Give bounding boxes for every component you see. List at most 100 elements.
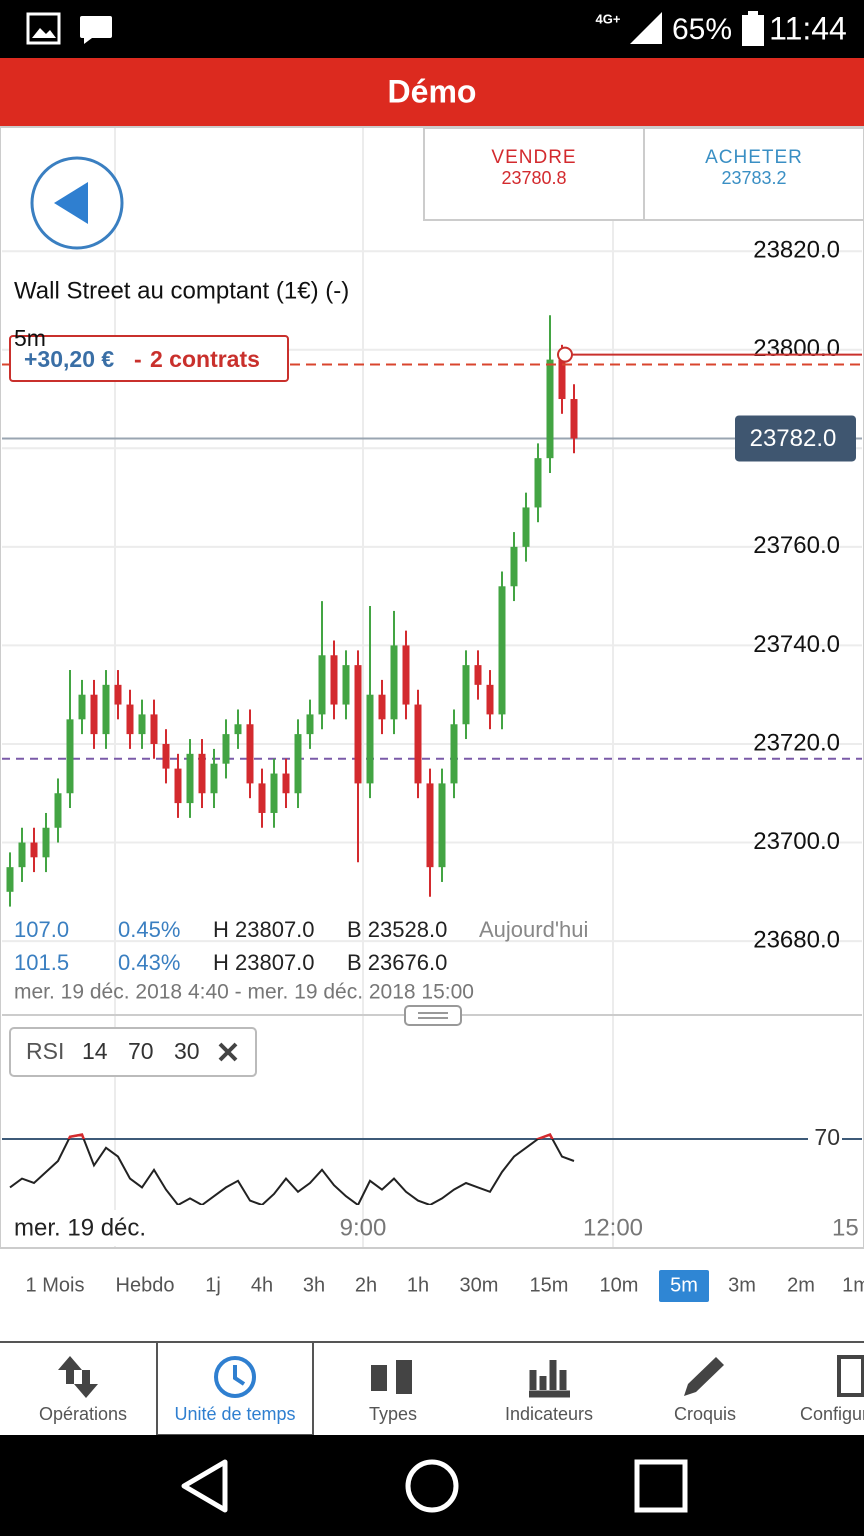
- nav-home[interactable]: [405, 1459, 459, 1513]
- candle-body: [522, 507, 530, 547]
- candle-body: [498, 586, 506, 715]
- timeframe[interactable]: Hebdo: [116, 1274, 175, 1296]
- position-contracts: 2 contrats: [150, 346, 260, 372]
- timeframe[interactable]: 1m: [842, 1274, 864, 1296]
- y-tick-label: 23820.0: [753, 237, 840, 264]
- timeframe[interactable]: 30m: [460, 1274, 499, 1296]
- buy-price: 23783.2: [721, 168, 786, 188]
- types-icon: [396, 1360, 412, 1394]
- candle-body: [450, 724, 458, 784]
- battery-icon: [742, 15, 764, 46]
- stat: B 23676.0: [347, 950, 447, 975]
- timeframe[interactable]: 15m: [530, 1274, 569, 1296]
- candle-body: [102, 684, 110, 735]
- timeframe[interactable]: 2h: [355, 1274, 377, 1296]
- candle-body: [138, 714, 146, 735]
- y-tick-label: 23760.0: [753, 532, 840, 559]
- current-price-label: 23782.0: [750, 425, 837, 452]
- tab-label[interactable]: Unité de temps: [174, 1404, 295, 1424]
- message-icon: [80, 16, 112, 38]
- tab-label[interactable]: Configuration: [800, 1404, 864, 1424]
- battery-tip: [748, 11, 758, 16]
- operations-icon: [58, 1356, 98, 1398]
- rsi-tick-label: 70: [814, 1124, 840, 1150]
- time-label: 12:00: [583, 1214, 643, 1241]
- status-bar: [0, 0, 864, 58]
- timeframe[interactable]: 3h: [303, 1274, 325, 1296]
- nav-back[interactable]: [181, 1459, 228, 1513]
- sell-button[interactable]: [423, 127, 645, 221]
- timeframes: 1 Mois Hebdo 1j 4h 3h 2h 1h 30m 15m 10m 5m 3m 2m 1m: [26, 1270, 864, 1302]
- signal-icon: [630, 12, 662, 44]
- header: [0, 58, 864, 127]
- candle-body: [66, 719, 74, 794]
- rsi-close[interactable]: [218, 1042, 238, 1062]
- nav-bar: [0, 1435, 864, 1536]
- indicators-icon: [529, 1360, 570, 1398]
- tab-bar: [0, 1342, 864, 1435]
- rsi-level-label-bg: [808, 1126, 842, 1152]
- current-price-box: [735, 415, 856, 462]
- candle-body: [90, 694, 98, 735]
- candle-body: [474, 665, 482, 685]
- tab-label[interactable]: Opérations: [39, 1404, 127, 1424]
- rsi-badge[interactable]: [9, 1027, 257, 1077]
- candle-body: [570, 399, 578, 439]
- timeframe-label: 5m: [14, 325, 46, 351]
- position-badge[interactable]: [9, 335, 289, 382]
- image-icon: [26, 12, 61, 45]
- time-label-bg: [2, 1210, 170, 1246]
- candle-body: [18, 842, 26, 868]
- candle-body: [30, 842, 38, 858]
- timeframe[interactable]: 10m: [600, 1274, 639, 1296]
- candle-body: [342, 665, 350, 705]
- rsi-param: 30: [174, 1038, 200, 1064]
- nav-recent[interactable]: [634, 1459, 688, 1513]
- stat: 107.0: [14, 917, 69, 942]
- timeframe[interactable]: 3m: [728, 1274, 756, 1296]
- y-tick-label: 23700.0: [753, 828, 840, 855]
- candle-body: [282, 773, 290, 794]
- tab-label[interactable]: Croquis: [674, 1404, 736, 1424]
- candle-body: [234, 724, 242, 735]
- timeframe[interactable]: 1j: [205, 1274, 221, 1296]
- timeframe-bar: [0, 1249, 864, 1342]
- candle-body: [6, 867, 14, 892]
- candle-body: [258, 783, 266, 813]
- candle-body: [486, 684, 494, 715]
- message-tail: [84, 38, 92, 44]
- timeframe[interactable]: 1 Mois: [26, 1274, 85, 1296]
- candle-body: [426, 783, 434, 868]
- timeframe[interactable]: 1h: [407, 1274, 429, 1296]
- buy-button[interactable]: [643, 127, 864, 221]
- pane-handle[interactable]: [404, 1005, 462, 1026]
- candle-body: [162, 743, 170, 769]
- battery-level: 65%: [672, 13, 732, 46]
- stat: B 23528.0: [347, 917, 447, 942]
- timeframe[interactable]: 5m: [670, 1274, 698, 1296]
- clock-icon: [214, 1356, 256, 1398]
- candle-body: [558, 359, 566, 400]
- candle-body: [366, 694, 374, 784]
- timeframe-selected: [659, 1270, 709, 1302]
- stat: H 23807.0: [213, 950, 315, 975]
- candle-body: [246, 724, 254, 784]
- rsi-param: 14: [82, 1038, 108, 1064]
- candle-body: [390, 645, 398, 720]
- timeframe[interactable]: 2m: [787, 1274, 815, 1296]
- network-label: 4G+: [596, 11, 621, 26]
- tab-label[interactable]: Types: [369, 1404, 417, 1424]
- rsi-name: RSI: [26, 1038, 64, 1064]
- rsi-line: [9, 1133, 575, 1205]
- candle-body: [126, 704, 134, 735]
- tabs: Opérations Unité de temps Types Indicateurs…: [39, 1341, 864, 1436]
- candle-body: [378, 694, 386, 720]
- rsi-plot: 70: [2, 1124, 862, 1205]
- candle-body: [42, 827, 50, 858]
- date-range: mer. 19 déc. 2018 4:40 - mer. 19 déc. 20…: [14, 981, 474, 1004]
- candle-body: [54, 793, 62, 828]
- price-plot: 23680.023700.023720.023740.023760.023780…: [2, 237, 862, 953]
- tab-label[interactable]: Indicateurs: [505, 1404, 593, 1424]
- candle-body: [198, 753, 206, 794]
- timeframe[interactable]: 4h: [251, 1274, 273, 1296]
